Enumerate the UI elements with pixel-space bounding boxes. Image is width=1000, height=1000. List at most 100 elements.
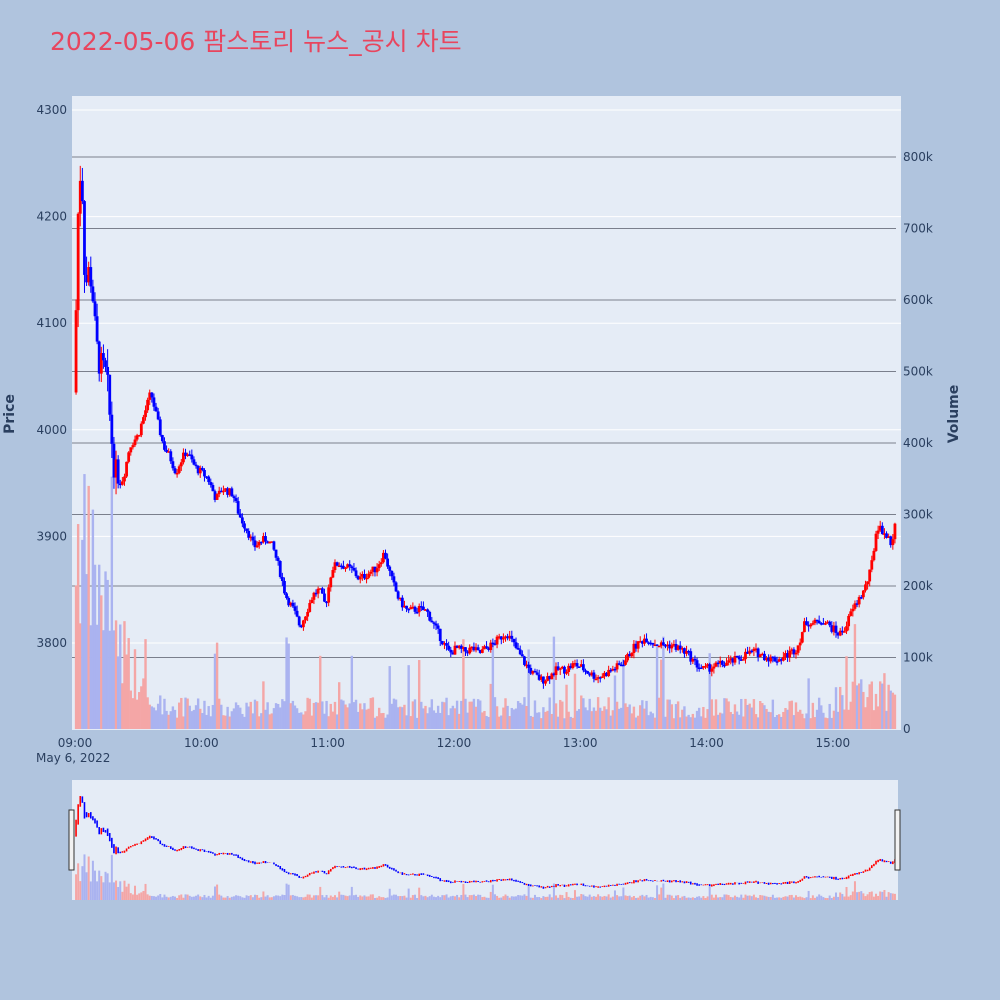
volume-bar [85, 574, 88, 729]
mini-volume-bar [296, 896, 299, 900]
candle-body [664, 645, 667, 647]
mini-volume-bar [237, 895, 240, 900]
candle-body [483, 646, 486, 650]
price-axis-title: Price [2, 394, 18, 434]
volume-bar [645, 700, 648, 729]
candle-body [693, 658, 697, 661]
volume-bar [655, 646, 659, 729]
volume-bar [516, 701, 520, 729]
mini-volume-bar [849, 895, 852, 900]
mini-volume-bar [860, 891, 863, 900]
mini-volume-bar [506, 895, 509, 900]
volume-bar [428, 707, 431, 729]
candle-body [280, 576, 284, 581]
volume-bar [502, 707, 505, 729]
candle-body [114, 459, 118, 478]
mini-volume-bar [411, 895, 414, 900]
candle-body [592, 672, 596, 679]
candle-body [573, 663, 577, 665]
mini-volume-bar [373, 897, 376, 900]
mini-volume-bar [464, 894, 467, 900]
volume-bar [874, 693, 878, 729]
volume-bar [674, 704, 678, 729]
volume-bar [116, 656, 120, 729]
volume-bar [470, 701, 474, 729]
candle-body [323, 593, 326, 602]
candle-body [89, 267, 93, 287]
volume-bar [386, 714, 389, 729]
candle-body [403, 605, 406, 608]
mini-volume-bar [525, 895, 528, 900]
volume-bar [617, 708, 621, 729]
mini-volume-bar [216, 884, 219, 900]
candle-body [523, 656, 526, 665]
volume-bar [836, 711, 840, 729]
mini-volume-bar [108, 882, 111, 900]
candle-body [443, 643, 446, 645]
range-slider-right-handle[interactable] [894, 809, 901, 871]
volume-bar [441, 701, 444, 729]
candle-body [243, 523, 246, 529]
volume-bar [643, 708, 646, 729]
mini-volume-bar [643, 896, 646, 900]
time-tick-label: 09:00 [58, 736, 93, 750]
mini-volume-bar [298, 897, 301, 900]
candle-body [293, 606, 297, 611]
candle-body [598, 677, 602, 679]
mini-volume-bar [868, 892, 871, 900]
candle-body [605, 672, 608, 677]
volume-bar [592, 707, 596, 729]
volume-bar [689, 717, 692, 729]
candle-body [316, 588, 320, 594]
volume-bar [135, 699, 139, 729]
volume-bar [723, 698, 726, 729]
volume-bar [662, 636, 665, 729]
mini-volume-bar [689, 897, 692, 900]
mini-volume-bar [502, 896, 505, 900]
candle-body [430, 620, 434, 623]
candle-body [535, 672, 539, 675]
volume-bar [243, 716, 246, 729]
range-slider-volume-preview [75, 854, 896, 900]
candle-body [287, 597, 291, 606]
volume-bar [371, 697, 375, 729]
mini-volume-bar [725, 894, 728, 900]
mini-volume-bar [780, 897, 783, 900]
candle-body [754, 648, 758, 650]
candle-body [424, 609, 427, 611]
volume-bar [102, 630, 105, 729]
volume-bar [697, 707, 701, 729]
mini-volume-bar [275, 895, 278, 900]
mini-volume-bar [706, 896, 709, 900]
range-slider-left-handle[interactable] [68, 809, 75, 871]
volume-bar [79, 623, 82, 729]
volume-bar [525, 705, 528, 729]
candle-body [436, 625, 440, 629]
candle-body [451, 652, 455, 655]
mini-volume-bar [180, 894, 183, 900]
mini-volume-bar [521, 895, 524, 900]
candle-body [274, 549, 278, 558]
mini-volume-bar [708, 886, 711, 900]
mini-volume-bar [704, 898, 707, 900]
mini-volume-bar [691, 897, 694, 900]
range-slider[interactable] [68, 780, 901, 900]
mini-volume-bar [656, 885, 659, 900]
volume-bar [245, 702, 248, 729]
candle-body [379, 562, 383, 565]
mini-volume-bar [243, 897, 246, 900]
volume-bar [184, 697, 187, 729]
mini-volume-bar [862, 893, 865, 900]
candle-body [527, 664, 531, 668]
mini-volume-bar [664, 897, 667, 900]
volume-bar [845, 656, 848, 729]
mini-volume-bar [161, 897, 164, 900]
candle-body [392, 576, 396, 583]
mini-volume-bar [226, 896, 229, 900]
mini-volume-bar [228, 897, 231, 900]
mini-volume-bar [449, 896, 452, 900]
main-plot-background [72, 96, 901, 730]
mini-volume-bar [721, 897, 724, 900]
candle-body [794, 652, 798, 655]
time-tick-label: 12:00 [437, 736, 472, 750]
